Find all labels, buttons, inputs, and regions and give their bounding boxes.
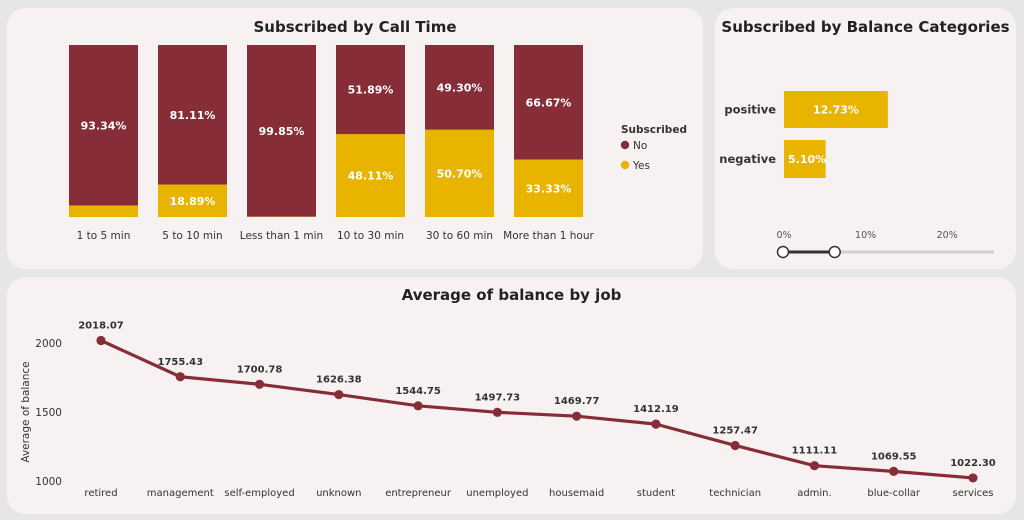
bar-yes-5: [514, 159, 583, 217]
y-axis-title: Average of balance: [20, 361, 32, 462]
bar-no-5: [514, 45, 583, 160]
point-5: [492, 407, 502, 417]
bar-no-0: [69, 45, 138, 206]
y-tick-1: 1500: [35, 407, 62, 419]
point-label-6: 1469.77: [554, 396, 600, 407]
legend-label-yes: Yes: [632, 160, 650, 172]
balance-bar-negative: [784, 140, 826, 178]
slider-max-handle[interactable]: [828, 245, 841, 259]
point-10: [889, 466, 899, 477]
point-4: [413, 401, 423, 411]
average-balance-by-job-card: Average of balance by job Average of bal…: [7, 277, 1016, 514]
balance-category-chart-svg: 12.73% positive 5.10% negative 0% 10% 20%: [719, 91, 994, 259]
category-label-7: student: [637, 488, 675, 499]
category-label-9: admin.: [797, 488, 832, 499]
point-label-8: 1257.47: [712, 425, 758, 436]
category-label-5: unemployed: [466, 488, 528, 499]
category-label-2: self-employed: [224, 488, 294, 499]
bar-no-2: [247, 45, 316, 217]
category-label-0: retired: [84, 488, 117, 499]
bar-no-label-2: 99.85%: [259, 125, 305, 138]
legend-label-no: No: [633, 140, 647, 152]
point-8: [730, 440, 740, 451]
bar-no-1: [158, 45, 227, 185]
bar-yes-label-5: 33.33%: [526, 182, 572, 195]
category-label-1: management: [147, 488, 214, 499]
category-label-5: More than 1 hour: [503, 230, 594, 242]
x-tick-1: 10%: [855, 230, 876, 241]
balance-bar-label-negative: 5.10%: [788, 153, 826, 166]
category-label-3: 10 to 30 min: [337, 230, 404, 242]
bar-no-label-3: 51.89%: [348, 84, 394, 97]
point-label-9: 1111.11: [792, 446, 838, 457]
point-2: [254, 379, 265, 389]
category-label-11: services: [952, 488, 993, 499]
category-label-6: housemaid: [549, 488, 604, 499]
y-tick-0: 1000: [35, 476, 62, 488]
bar-yes-1: [158, 184, 227, 217]
legend-marker-no: [620, 140, 630, 150]
category-label-10: blue-collar: [867, 488, 921, 499]
calltime-chart-svg: 93.34% 1 to 5 min 81.11% 18.89% 5 to 10 min 9…: [69, 45, 687, 242]
bar-yes-label-1: 18.89%: [170, 195, 216, 208]
subscribed-by-call-time-card: Subscribed by Call Time 93.34% 1 to 5 min…: [7, 8, 703, 269]
point-label-2: 1700.78: [237, 364, 283, 375]
x-tick-2: 20%: [937, 230, 958, 241]
x-tick-0: 0%: [776, 230, 791, 241]
category-label-4: 30 to 60 min: [426, 230, 493, 242]
balance-category-negative: negative: [719, 152, 776, 166]
bar-no-label-4: 49.30%: [437, 81, 483, 94]
calltime-chart-title: Subscribed by Call Time: [253, 18, 457, 36]
point-9: [809, 461, 820, 471]
point-0: [96, 335, 106, 346]
point-label-3: 1626.38: [316, 375, 362, 386]
bar-yes-label-4: 50.70%: [437, 167, 483, 180]
bar-no-label-5: 66.67%: [526, 96, 572, 109]
legend-marker-yes: [620, 160, 630, 170]
bar-yes-label-3: 48.11%: [348, 170, 394, 183]
balance-category-chart-title: Subscribed by Balance Categories: [721, 18, 1010, 36]
point-3: [334, 389, 344, 400]
category-label-3: unknown: [316, 488, 361, 499]
job-chart-svg: Average of balance 1000 1500 2000 2018.07 ret…: [20, 321, 996, 499]
balance-bar-positive: [784, 91, 888, 128]
bar-yes-3: [336, 134, 405, 217]
legend-title: Subscribed: [621, 124, 687, 136]
balance-bar-label-positive: 12.73%: [813, 104, 859, 117]
bar-yes-0: [69, 205, 138, 217]
point-11: [968, 473, 978, 483]
category-label-8: technician: [709, 488, 761, 499]
point-1: [175, 372, 185, 382]
point-label-1: 1755.43: [157, 357, 203, 368]
point-7: [651, 419, 661, 429]
category-label-1: 5 to 10 min: [162, 230, 222, 242]
subscribed-by-balance-categories-card: Subscribed by Balance Categories 12.73% p…: [715, 8, 1016, 269]
bar-yes-4: [425, 129, 494, 217]
bar-no-label-1: 81.11%: [170, 109, 216, 122]
point-label-10: 1069.55: [871, 451, 917, 462]
point-label-4: 1544.75: [395, 386, 441, 397]
bar-no-4: [425, 45, 494, 130]
point-label-7: 1412.19: [633, 404, 679, 415]
point-6: [572, 411, 582, 421]
balance-line: [100, 339, 974, 480]
category-label-0: 1 to 5 min: [77, 230, 131, 242]
bar-no-3: [336, 45, 405, 135]
slider-min-handle[interactable]: [776, 245, 790, 259]
balance-category-positive: positive: [724, 103, 776, 117]
category-label-2: Less than 1 min: [240, 230, 323, 242]
y-tick-2: 2000: [35, 338, 62, 350]
point-label-0: 2018.07: [78, 321, 124, 332]
category-label-4: entrepreneur: [385, 488, 452, 499]
point-label-11: 1022.30: [950, 458, 996, 469]
bar-no-label-0: 93.34%: [81, 119, 127, 132]
job-chart-title: Average of balance by job: [401, 286, 622, 304]
point-label-5: 1497.73: [475, 392, 521, 403]
